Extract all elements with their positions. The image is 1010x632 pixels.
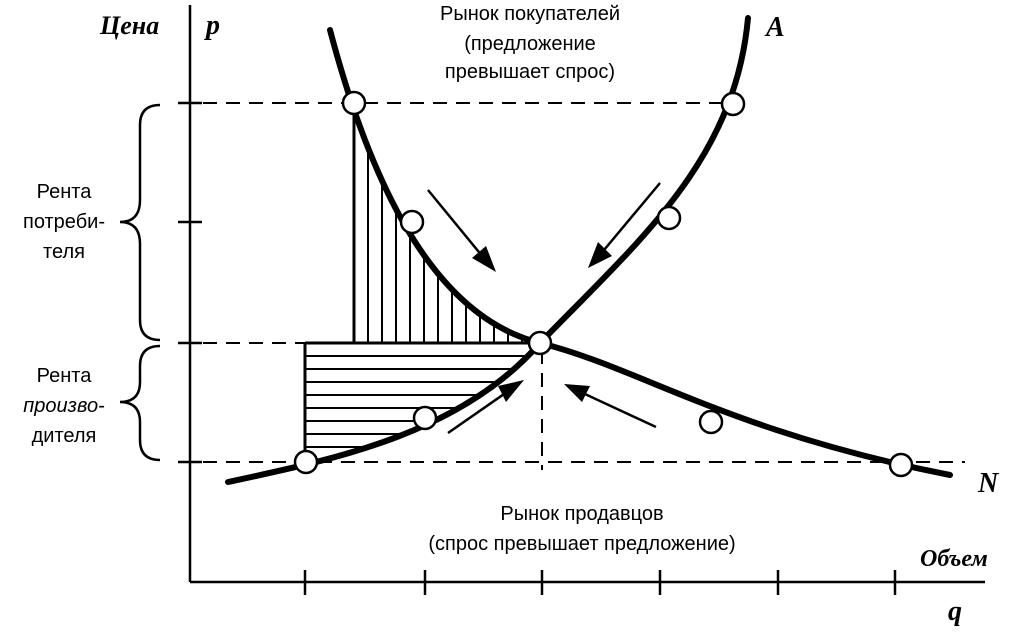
x-axis-symbol-label: q [948,596,962,627]
demand-point [341,90,367,116]
producer-rent-line1: Рента [37,365,93,387]
consumer-surplus-hatching [367,147,523,343]
arrow-up-right-icon [447,380,524,435]
sellers-market-line2: (спрос превышает предложение) [428,533,735,555]
supply-point [412,405,438,431]
equilibrium-point [527,330,553,356]
producer-rent-line2: произво- [23,395,105,417]
y-axis-word-label: Цена [99,11,159,40]
supply-point [293,449,319,475]
consumer-rent-brace [119,103,161,342]
arrow-up-left-icon [564,384,657,429]
consumer-rent-line1: Рента [37,181,93,203]
buyers-market-line3: превышает спрос) [445,61,615,83]
y-axis-symbol-label: p [204,10,220,41]
producer-rent-brace [119,344,161,462]
producer-surplus-hatching [305,355,528,448]
buyers-market-title: Рынок покупателей [440,3,620,25]
sellers-market-title: Рынок продавцов [500,503,663,525]
demand-point [698,409,724,435]
supply-curve-label: A [764,12,785,43]
producer-rent-line3: дителя [32,425,97,447]
x-axis-word-label: Объем [920,546,988,572]
demand-curve-label: N [977,468,1000,499]
consumer-rent-line2: потреби- [23,211,105,233]
demand-point [888,452,914,478]
consumer-rent-line3: теля [43,241,85,263]
arrow-down-right-icon [427,189,496,272]
arrow-down-left-icon [588,182,661,268]
demand-point [399,209,425,235]
supply-point [656,205,682,231]
buyers-market-line2: (предложение [464,33,596,55]
supply-point [720,91,746,117]
